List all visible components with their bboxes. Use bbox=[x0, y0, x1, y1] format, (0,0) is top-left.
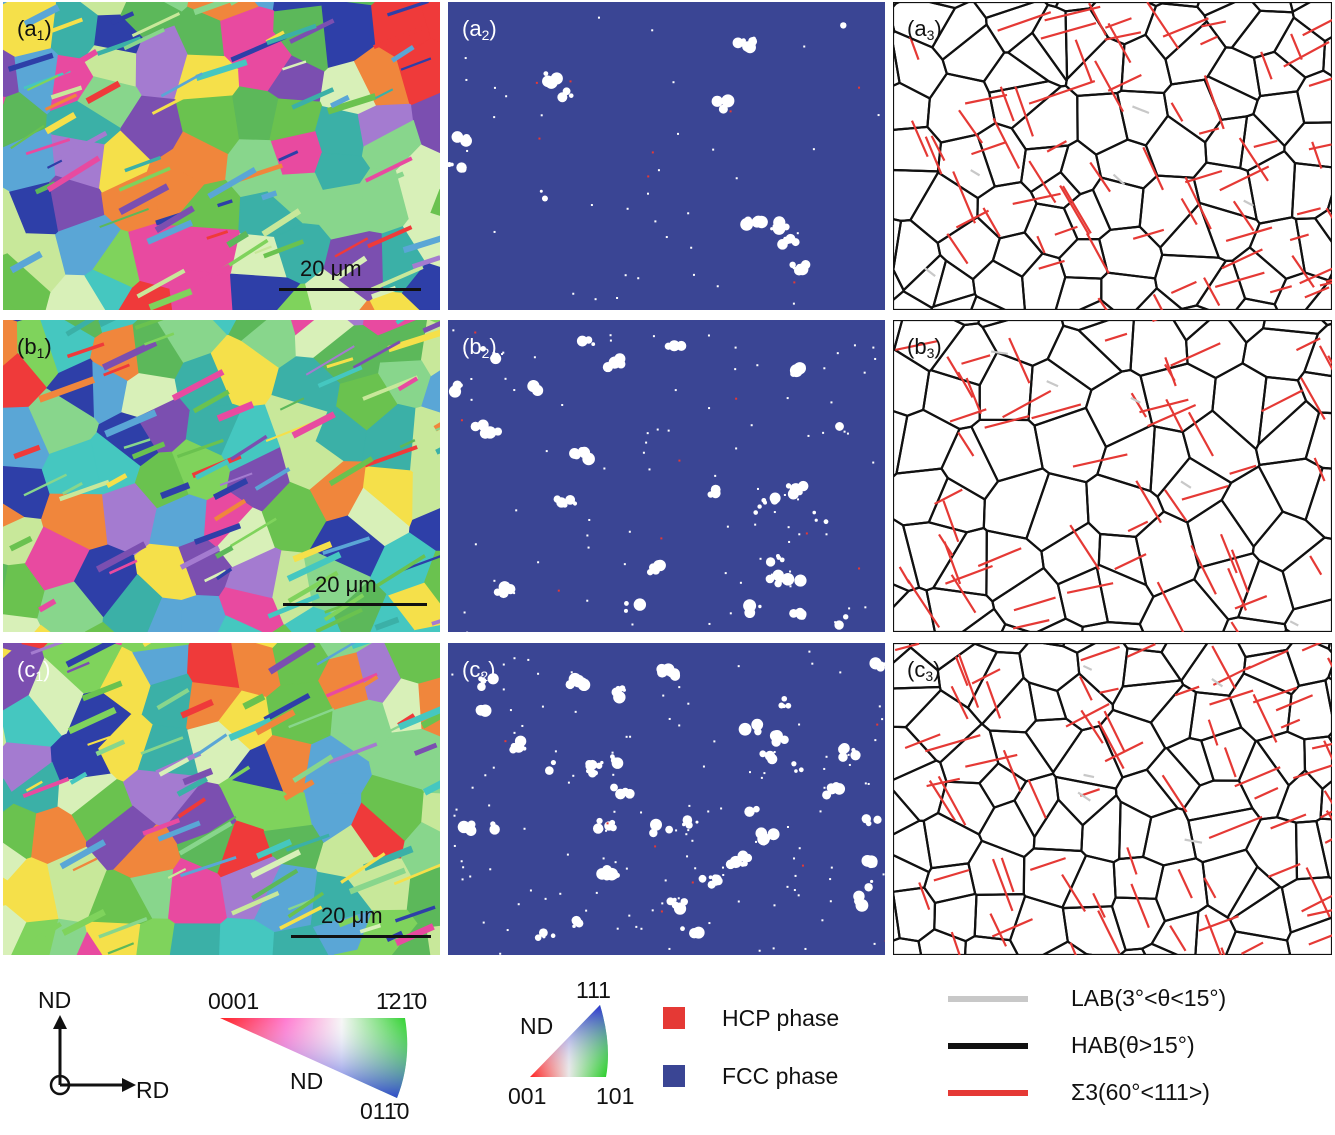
phase-map bbox=[448, 320, 885, 632]
panel-label: (a3) bbox=[907, 16, 942, 43]
panel-label: (c2) bbox=[462, 657, 496, 684]
scale-bar bbox=[283, 603, 427, 606]
sample-axes-legend: ND RD bbox=[30, 985, 190, 1115]
ipf-grain-map bbox=[3, 643, 440, 955]
panel-a1-ipf-map: (a1) 20 μm bbox=[3, 2, 440, 310]
panel-c1-ipf-map: (c1) 20 μm bbox=[3, 643, 440, 955]
panel-b2-phase-map: (b2) bbox=[448, 320, 885, 632]
hab-label: HAB(θ>15°) bbox=[1071, 1032, 1195, 1058]
panel-label: (b2) bbox=[462, 334, 497, 361]
panel-c3-boundary-map: (c3) bbox=[893, 643, 1332, 955]
panel-label: (c3) bbox=[907, 657, 941, 684]
scale-bar bbox=[279, 288, 421, 291]
phase-map bbox=[448, 2, 885, 310]
hcp-phase-swatch bbox=[663, 1007, 685, 1029]
ipf-grain-map bbox=[3, 320, 440, 632]
scale-bar-label: 20 μm bbox=[315, 572, 377, 597]
fcc-color-triangle bbox=[530, 1005, 608, 1077]
fcc-101-label: 101 bbox=[596, 1083, 635, 1109]
hcp-0001-label: 0001 bbox=[208, 988, 260, 1014]
hcp-nd-label: ND bbox=[290, 1068, 324, 1094]
hab-line-swatch bbox=[948, 1043, 1028, 1049]
panel-b1-ipf-map: (b1) 20 μm bbox=[3, 320, 440, 632]
sigma3-line-swatch bbox=[948, 1090, 1028, 1096]
sigma3-label: Σ3(60°<111>) bbox=[1071, 1079, 1210, 1105]
axes-arrows-icon bbox=[49, 1015, 136, 1096]
hcp-0110-label: 011̄0 bbox=[360, 1098, 410, 1124]
grain-boundary-map bbox=[893, 643, 1332, 955]
panel-label: (b1) bbox=[17, 334, 52, 361]
panel-label: (a2) bbox=[462, 16, 497, 43]
fcc-001-label: 001 bbox=[508, 1083, 547, 1109]
fcc-phase-swatch bbox=[663, 1065, 685, 1087]
fcc-phase-label: FCC phase bbox=[722, 1063, 839, 1089]
scale-bar-label: 20 μm bbox=[300, 256, 362, 281]
panel-label: (c1) bbox=[17, 657, 51, 684]
panel-a3-boundary-map: (a3) bbox=[893, 2, 1332, 310]
panel-label: (b3) bbox=[907, 334, 942, 361]
hcp-ipf-key: 0001 1̄21̄0 ND 011̄0 bbox=[200, 980, 460, 1130]
panel-a2-phase-map: (a2) bbox=[448, 2, 885, 310]
scale-bar-label: 20 μm bbox=[321, 903, 383, 928]
fcc-111-label: 111 bbox=[576, 977, 611, 1003]
grain-boundary-map bbox=[893, 320, 1332, 632]
lab-label: LAB(3°<θ<15°) bbox=[1071, 985, 1227, 1011]
hcp-color-triangle bbox=[220, 1018, 408, 1098]
panel-label: (a1) bbox=[17, 16, 52, 43]
ipf-grain-map bbox=[3, 2, 440, 310]
hcp-1210-label: 1̄21̄0 bbox=[376, 988, 428, 1014]
rd-axis-label: RD bbox=[136, 1077, 170, 1103]
scale-bar bbox=[291, 935, 431, 938]
fcc-ipf-key: 111 ND 001 101 bbox=[500, 975, 650, 1125]
lab-line-swatch bbox=[948, 996, 1028, 1002]
panel-c2-phase-map: (c2) bbox=[448, 643, 885, 955]
phase-map bbox=[448, 643, 885, 955]
nd-axis-label: ND bbox=[38, 987, 72, 1013]
fcc-nd-label: ND bbox=[520, 1013, 554, 1039]
hcp-phase-label: HCP phase bbox=[722, 1005, 840, 1031]
panel-b3-boundary-map: (b3) bbox=[893, 320, 1332, 632]
grain-boundary-map bbox=[893, 2, 1332, 310]
